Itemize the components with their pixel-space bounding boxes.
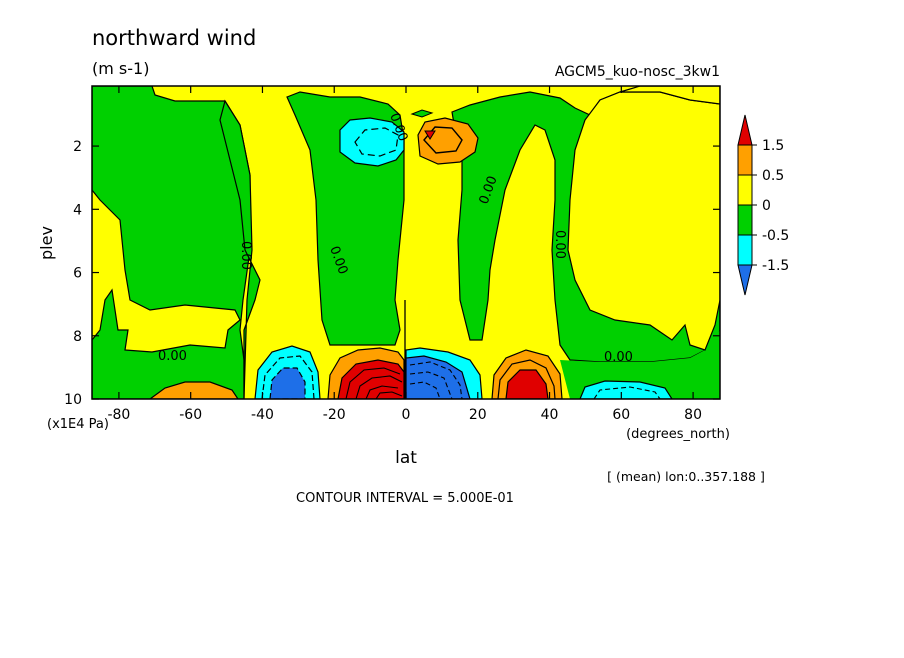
fill-red-upper [424, 130, 436, 140]
y-axis: 2 4 6 8 10 [64, 139, 720, 408]
x-tick-label: -40 [251, 407, 274, 423]
contour-label: 0.00 [604, 350, 633, 365]
colorbar-label: 1.5 [762, 138, 784, 154]
fill-yellow-north-edge [619, 86, 720, 105]
x-tick-label: 40 [541, 407, 559, 423]
x-tick-label: -20 [323, 407, 346, 423]
fill-blue-low-south [269, 367, 306, 399]
x-tick-label: 0 [402, 407, 411, 423]
colorbar-label: 0 [762, 198, 771, 214]
x-tick-label: 60 [612, 407, 630, 423]
x-tick-label: -60 [179, 407, 202, 423]
fill-red-low-north [505, 369, 549, 399]
colorbar-segment [737, 234, 753, 266]
fill-orange-low-south [148, 381, 239, 399]
chart-units: (m s-1) [92, 59, 149, 78]
colorbar-extend-bottom [737, 264, 753, 296]
y-tick-label: 10 [64, 392, 82, 408]
y-tick-label: 6 [73, 266, 82, 282]
colorbar-extend-top [737, 114, 753, 146]
contour-label: 0.00 [238, 241, 253, 270]
y-tick-label: 8 [73, 329, 82, 345]
x-tick-label: -80 [107, 407, 130, 423]
fill-cyan-low-north [579, 380, 673, 399]
y-axis-label: plev [37, 226, 56, 260]
x-axis: -80 -60 -40 -20 0 20 40 60 80 [107, 86, 702, 423]
chart-title: northward wind [92, 26, 256, 50]
fill-blue-low-equator [405, 355, 471, 399]
colorbar-segment [737, 144, 753, 176]
colorbar: 1.5 0.5 0 -0.5 -1.5 [737, 114, 789, 296]
y-axis-units: (x1E4 Pa) [47, 417, 109, 432]
x-axis-units: (degrees_north) [626, 427, 730, 442]
contour-neg-upper [354, 127, 399, 157]
contour-neg-low-south [261, 355, 315, 399]
contour-labels: 0.00 0.00 0.00 0.00 0.00 0.00 0.00 [158, 111, 633, 365]
dataset-label: AGCM5_kuo-nosc_3kw1 [555, 64, 720, 80]
colorbar-label: -1.5 [762, 258, 789, 274]
x-tick-label: 80 [684, 407, 702, 423]
mean-annotation: [ (mean) lon:0..357.188 ] [607, 469, 765, 484]
contour-pos-upper [423, 126, 463, 154]
fill-green-top-island [410, 109, 434, 118]
contour-fill-layer [92, 86, 720, 399]
colorbar-label: -0.5 [762, 228, 789, 244]
x-axis-label: lat [395, 448, 417, 468]
y-tick-label: 4 [73, 202, 82, 218]
contour-interval-label: CONTOUR INTERVAL = 5.000E-01 [296, 491, 514, 506]
contour-pos-low-north [497, 359, 556, 399]
fill-green-south-column [219, 99, 261, 399]
contour-label: 0.00 [552, 230, 567, 259]
colorbar-segment [737, 174, 753, 206]
colorbar-segment [737, 204, 753, 236]
y-tick-label: 2 [73, 139, 82, 155]
contours-neg-low-equator [409, 361, 463, 399]
contour-neg-low-north [593, 386, 661, 399]
x-tick-label: 20 [469, 407, 487, 423]
colorbar-label: 0.5 [762, 168, 784, 184]
contours-pos-low-equator [345, 367, 403, 399]
fill-green-north-low [560, 330, 720, 399]
contour-label: 0.00 [158, 349, 187, 364]
